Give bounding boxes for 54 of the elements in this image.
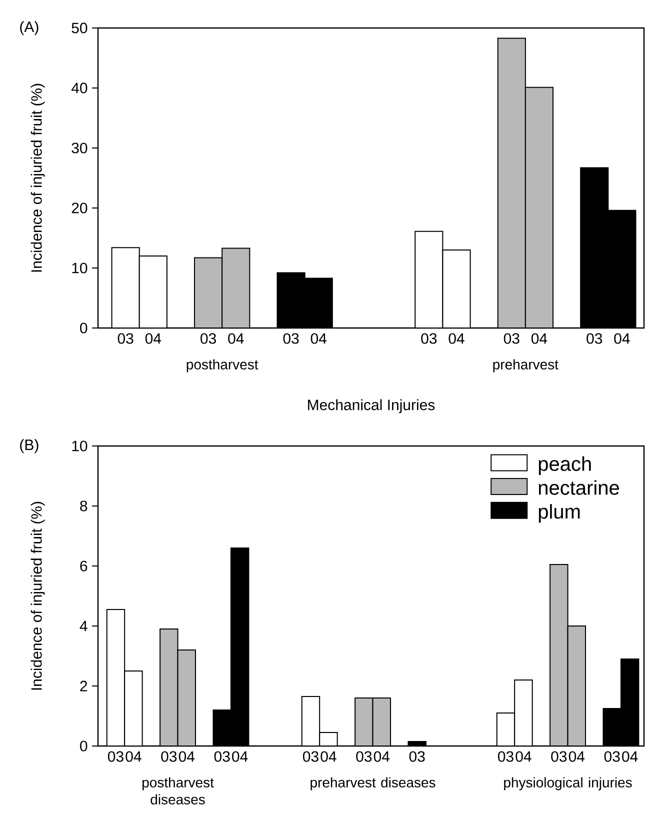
y-tick-label: 4 bbox=[80, 620, 88, 632]
text: (A) bbox=[20, 21, 38, 36]
x-tick-label: 03 bbox=[604, 751, 620, 762]
x-tick-label: 03 bbox=[302, 751, 318, 762]
y-tick-label: 50 bbox=[72, 22, 88, 34]
x-tick-label: 04 bbox=[448, 333, 464, 344]
x-tick-label: 04 bbox=[310, 333, 327, 344]
x-tick-label: 03 bbox=[551, 751, 567, 762]
y-tick-label: 6 bbox=[80, 560, 88, 572]
x-tick-label: 03 bbox=[200, 333, 216, 344]
x-tick-label: 03 bbox=[586, 333, 602, 344]
y-tick-label: 20 bbox=[72, 202, 88, 214]
x-tick-label: 03 bbox=[356, 751, 372, 762]
text: physiological injuries bbox=[504, 777, 632, 790]
x-tick-label: 04 bbox=[622, 751, 638, 762]
x-tick-label: 04 bbox=[614, 333, 630, 344]
y-axis-title: Incidence of injuried fruit (%) bbox=[30, 84, 45, 272]
x-tick-label: 04 bbox=[126, 751, 142, 762]
x-tick-label: 03 bbox=[214, 751, 230, 762]
x-tick-label: 04 bbox=[232, 751, 248, 762]
x-tick-label: 03 bbox=[161, 751, 177, 762]
x-tick-label: 03 bbox=[421, 333, 437, 344]
x-tick-label: 04 bbox=[178, 751, 195, 762]
x-tick-label: 04 bbox=[320, 751, 336, 762]
x-tick-label: 04 bbox=[516, 751, 532, 762]
legend-label: peach bbox=[538, 456, 591, 475]
x-tick-label: 03 bbox=[409, 751, 425, 762]
x-tick-label: 03 bbox=[108, 751, 124, 762]
text: postharvest diseases bbox=[142, 777, 214, 804]
x-tick-label: 04 bbox=[374, 751, 390, 762]
y-tick-label: 40 bbox=[71, 82, 88, 94]
x-tick-label: 04 bbox=[228, 333, 244, 344]
text: preharvest bbox=[493, 359, 558, 372]
x-tick-label: 03 bbox=[283, 333, 299, 344]
x-tick-label: 03 bbox=[118, 333, 134, 344]
text: postharvest bbox=[186, 359, 258, 372]
x-tick-label: 03 bbox=[498, 751, 514, 762]
y-tick-label: 10 bbox=[72, 262, 88, 274]
y-tick-label: 0 bbox=[80, 740, 88, 752]
legend-label: nectarine bbox=[538, 480, 619, 495]
x-tick-label: 04 bbox=[568, 751, 585, 762]
y-tick-label: 0 bbox=[80, 322, 88, 334]
y-tick-label: 2 bbox=[80, 680, 88, 692]
x-axis-title: Mechanical Injuries bbox=[308, 399, 435, 414]
text: preharvest diseases bbox=[310, 777, 436, 790]
x-tick-label: 04 bbox=[145, 333, 162, 344]
y-tick-label: 30 bbox=[72, 142, 88, 154]
y-tick-label: 10 bbox=[72, 440, 88, 452]
y-tick-label: 8 bbox=[80, 500, 88, 512]
x-tick-label: 03 bbox=[504, 333, 520, 344]
x-tick-label: 04 bbox=[531, 333, 548, 344]
text: (B) bbox=[20, 439, 38, 454]
legend-label: plum bbox=[538, 504, 580, 523]
y-axis-title: Incidence of injuried fruit (%) bbox=[30, 502, 45, 690]
